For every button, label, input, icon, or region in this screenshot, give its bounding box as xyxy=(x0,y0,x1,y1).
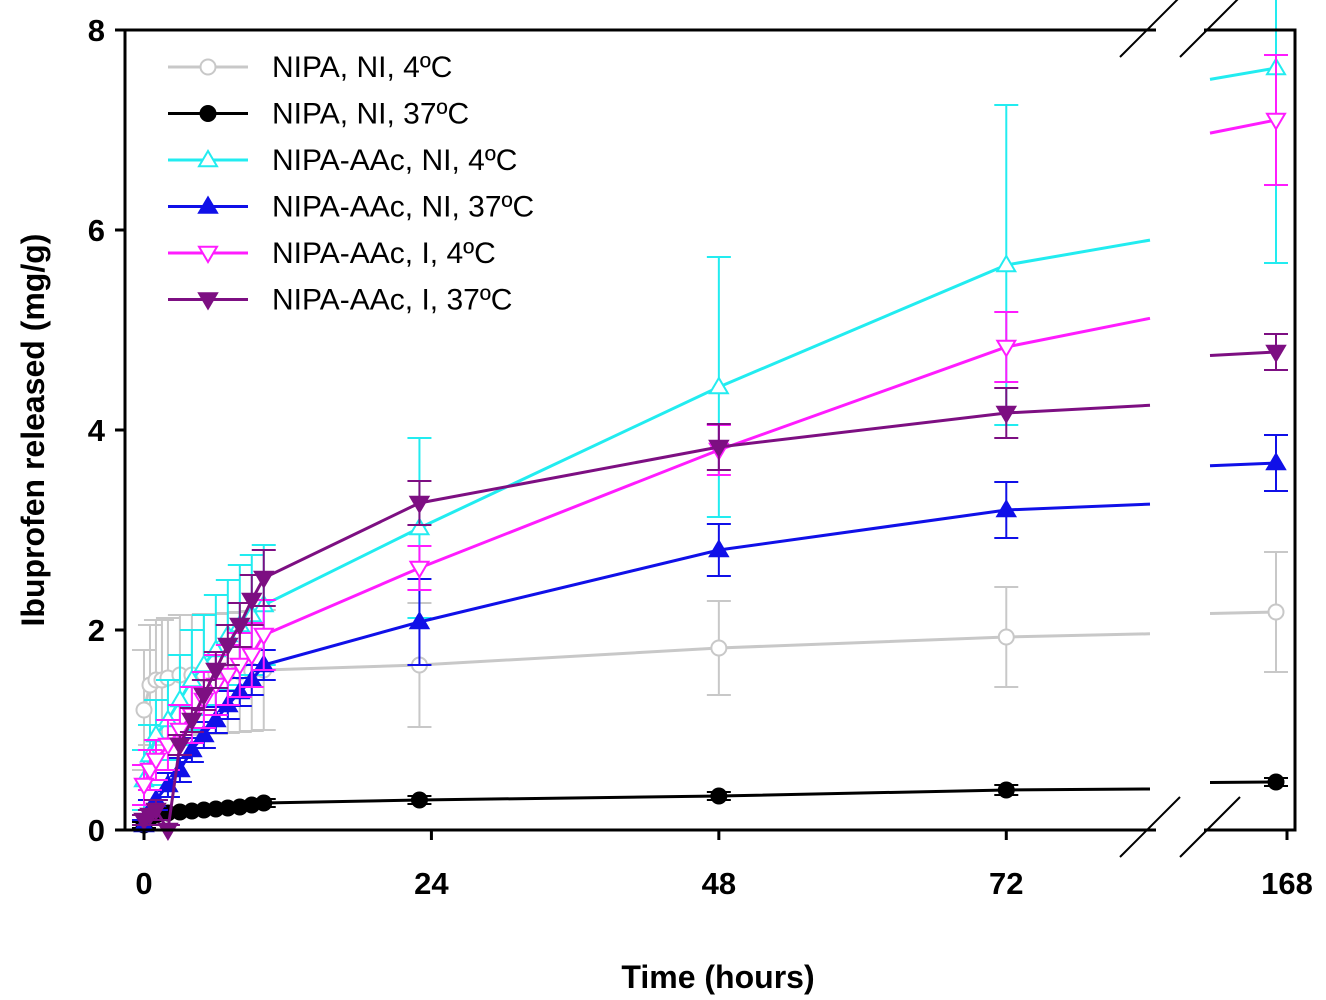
data-point xyxy=(197,149,219,168)
data-point xyxy=(995,405,1018,424)
data-point xyxy=(995,254,1018,273)
data-point xyxy=(710,787,728,805)
data-point xyxy=(193,687,215,706)
data-point xyxy=(995,339,1018,358)
data-point xyxy=(229,617,251,636)
data-point xyxy=(241,647,263,666)
data-point xyxy=(708,439,730,458)
x-tick-label-0: 0 xyxy=(135,866,152,901)
y-tick-label-8: 8 xyxy=(88,13,105,48)
legend-label: NIPA-AAc, NI, 37ºC xyxy=(272,191,534,224)
axis-break-mark xyxy=(1119,796,1181,858)
data-point xyxy=(145,752,167,771)
axis-break-mark xyxy=(1179,0,1239,58)
data-point xyxy=(1265,112,1287,131)
series-6 xyxy=(131,333,1288,841)
series-line xyxy=(143,403,1151,835)
data-point xyxy=(408,495,431,514)
data-point xyxy=(408,611,431,630)
legend-label: NIPA, NI, 37ºC xyxy=(272,98,469,131)
series-line xyxy=(142,502,1151,826)
data-point xyxy=(181,739,203,758)
x-tick-label-168: 168 xyxy=(1261,866,1313,901)
data-point xyxy=(1265,344,1287,363)
axis-break-mark xyxy=(1179,796,1241,858)
y-tick-label-4: 4 xyxy=(88,413,106,448)
data-point xyxy=(253,627,275,646)
y-tick-label-2: 2 xyxy=(88,613,105,648)
series-line-break xyxy=(1209,66,1277,81)
data-point xyxy=(241,592,263,611)
legend-label: NIPA-AAc, I, 4ºC xyxy=(272,237,496,270)
data-point xyxy=(997,781,1015,799)
x-tick-label-24: 24 xyxy=(414,866,449,901)
data-point xyxy=(199,105,217,122)
data-point xyxy=(408,517,431,536)
data-point xyxy=(1265,452,1287,471)
data-point xyxy=(408,560,431,579)
data-point xyxy=(145,802,167,821)
data-point xyxy=(169,759,191,778)
data-point xyxy=(199,58,217,76)
series-line-break xyxy=(1209,350,1277,358)
data-point xyxy=(197,195,219,214)
legend-item-4: NIPA-AAc, NI, 37ºC xyxy=(168,191,534,224)
data-point xyxy=(169,737,191,756)
series-line xyxy=(142,632,1151,711)
series-line-break xyxy=(1209,610,1277,615)
data-point xyxy=(995,499,1018,518)
x-tick-label-48: 48 xyxy=(702,866,736,901)
data-point xyxy=(197,292,219,311)
data-point xyxy=(217,637,239,656)
data-point xyxy=(410,791,428,809)
axis-break-mark xyxy=(1119,0,1179,58)
legend-label: NIPA, NI, 4ºC xyxy=(272,51,452,84)
legend-item-3: NIPA-AAc, NI, 4ºC xyxy=(168,144,517,177)
legend-label: NIPA-AAc, NI, 4ºC xyxy=(272,144,517,177)
x-axis-title: Time (hours) xyxy=(621,959,814,995)
legend: NIPA, NI, 4ºC NIPA, NI, 37ºC NIPA-AAc, NI,… xyxy=(168,51,534,317)
legend-item-1: NIPA, NI, 4ºC xyxy=(168,51,452,84)
legend-item-5: NIPA-AAc, I, 4ºC xyxy=(168,237,496,270)
x-tick-label-72: 72 xyxy=(989,866,1023,901)
data-point xyxy=(253,570,275,589)
data-point xyxy=(708,376,730,395)
data-point xyxy=(710,639,728,657)
axis-break-gap-bottom xyxy=(1156,826,1204,834)
data-point xyxy=(133,777,155,796)
series-2 xyxy=(131,773,1288,834)
axis-break-gap-top xyxy=(1156,26,1204,34)
series-line-break xyxy=(1209,461,1277,468)
data-point xyxy=(1267,603,1285,621)
data-point xyxy=(205,709,227,728)
y-tick-label-0: 0 xyxy=(88,813,105,848)
y-tick-label-6: 6 xyxy=(88,213,105,248)
data-point xyxy=(1267,773,1285,791)
y-axis-title: Ibuprofen released (mg/g) xyxy=(15,234,51,627)
data-point xyxy=(181,712,203,731)
data-point xyxy=(205,662,227,681)
data-point xyxy=(193,724,215,743)
data-point xyxy=(197,245,219,264)
legend-item-2: NIPA, NI, 37ºC xyxy=(168,98,469,131)
series-line-break xyxy=(1209,118,1277,135)
data-point xyxy=(708,539,730,558)
legend-label: NIPA-AAc, I, 37ºC xyxy=(272,284,512,317)
data-point xyxy=(135,701,153,719)
plot-area xyxy=(131,0,1288,841)
data-point xyxy=(255,794,273,812)
data-point xyxy=(229,657,251,676)
legend-item-6: NIPA-AAc, I, 37ºC xyxy=(168,284,512,317)
data-point xyxy=(217,667,239,686)
data-point xyxy=(997,628,1015,646)
